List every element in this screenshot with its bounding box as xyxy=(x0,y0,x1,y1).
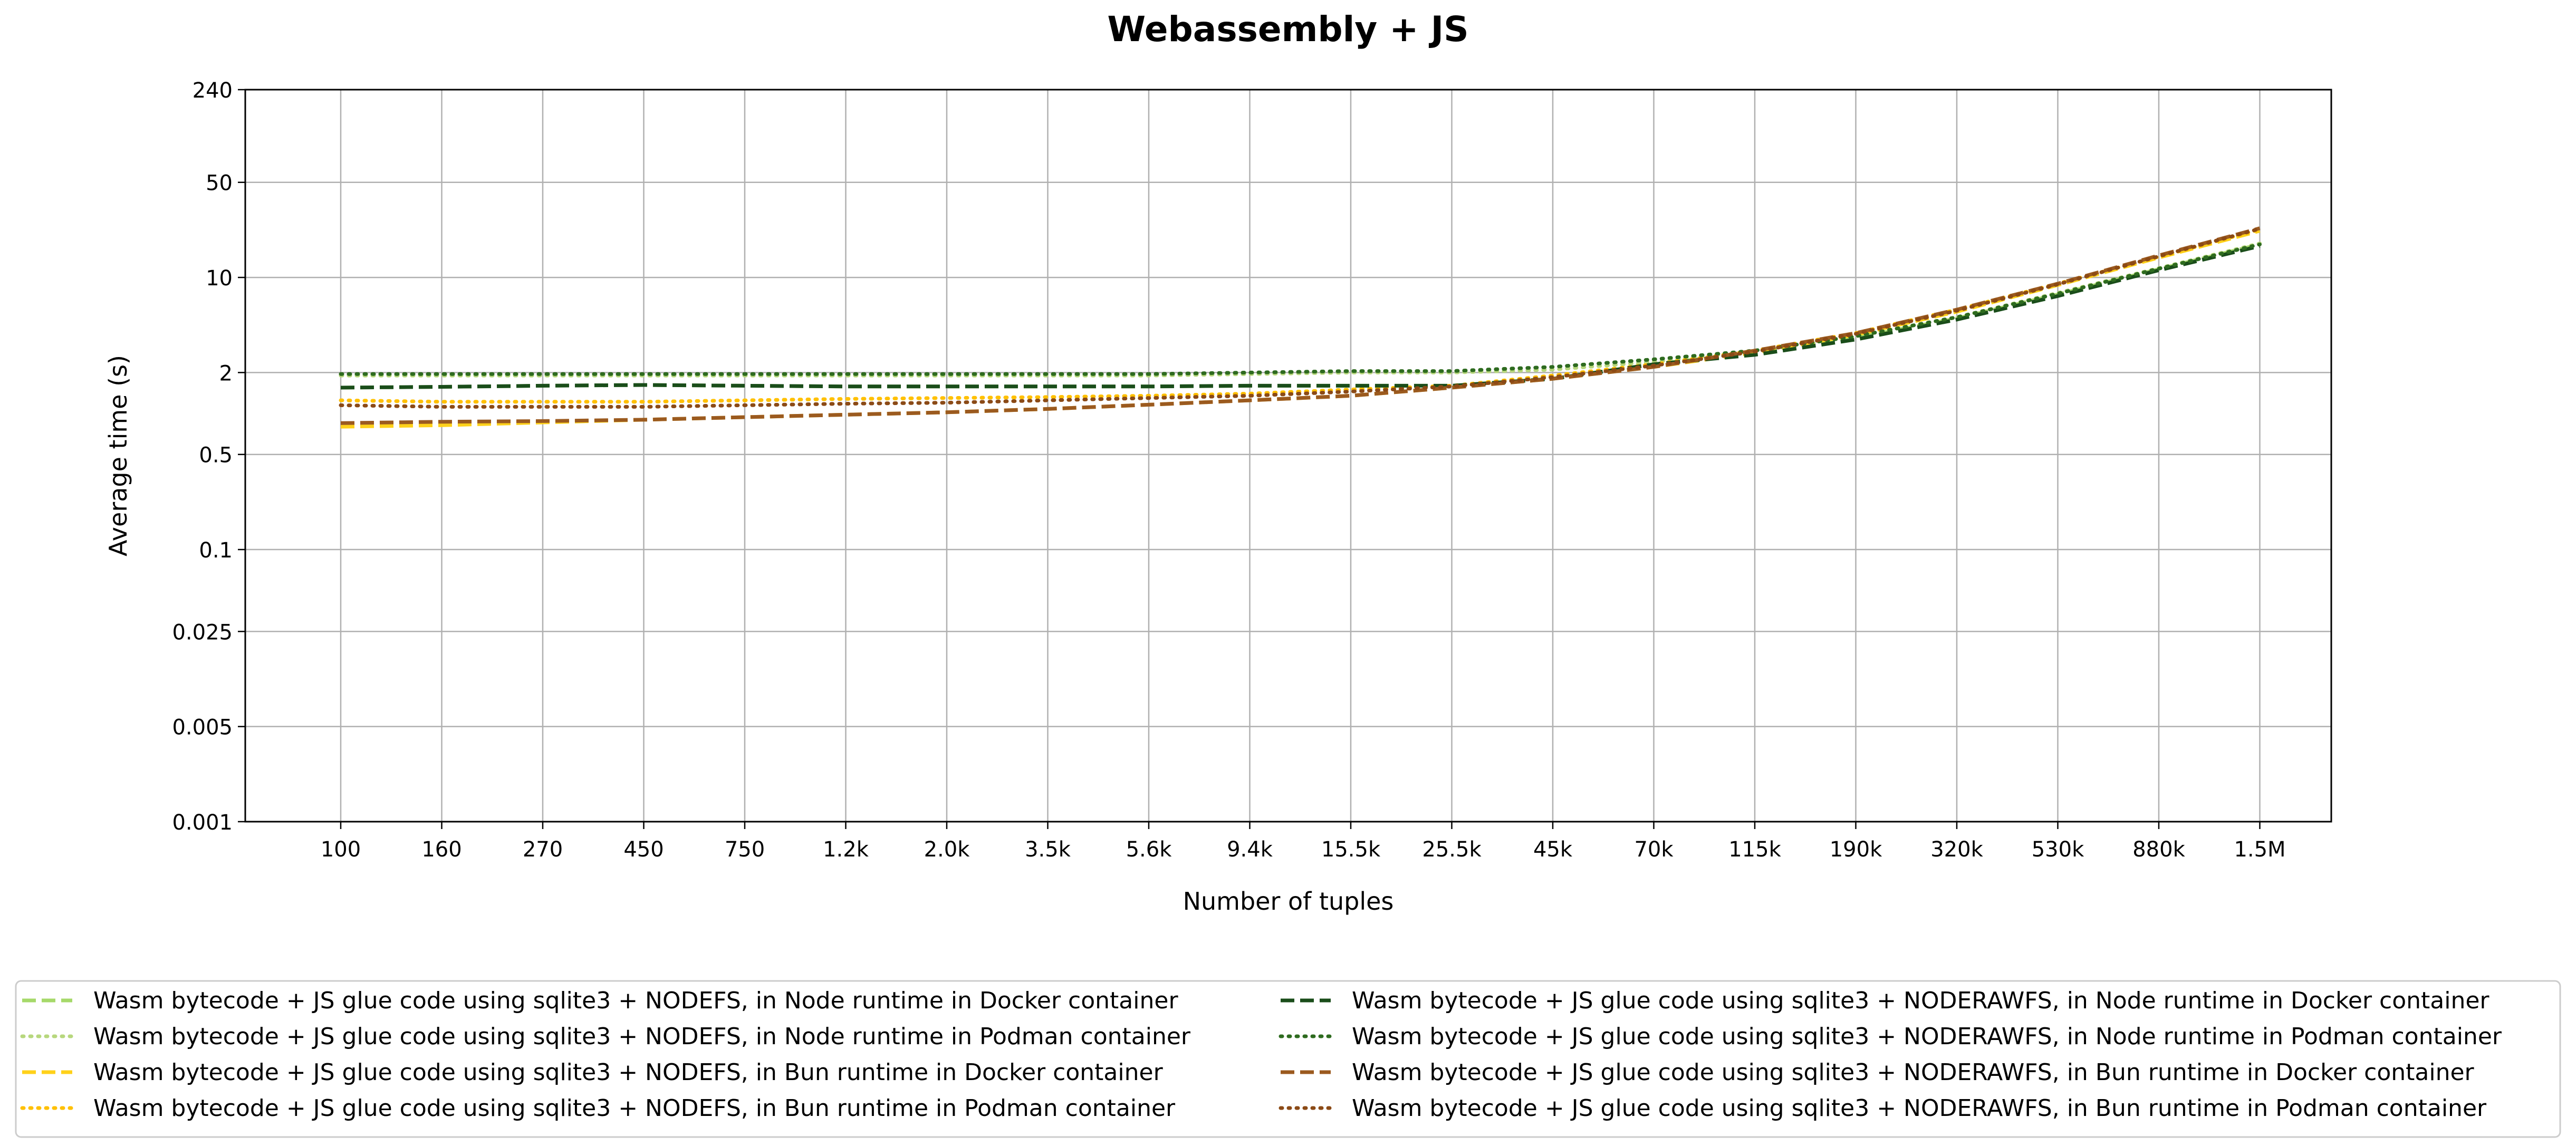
x-tick-label: 450 xyxy=(623,837,664,862)
y-tick-label: 10 xyxy=(206,266,233,291)
y-tick-label: 50 xyxy=(206,171,233,196)
legend-label: Wasm bytecode + JS glue code using sqlit… xyxy=(1352,1059,2475,1086)
y-tick-label: 0.5 xyxy=(199,444,233,468)
series-line-2 xyxy=(339,242,2262,378)
legend-label: Wasm bytecode + JS glue code using sqlit… xyxy=(93,1095,1176,1122)
x-tick-label: 880k xyxy=(2132,837,2185,862)
series-line-8 xyxy=(339,227,2262,409)
y-tick-label: 2 xyxy=(219,361,233,386)
x-axis-label: Number of tuples xyxy=(1183,887,1394,916)
legend-label: Wasm bytecode + JS glue code using sqlit… xyxy=(93,1023,1191,1050)
series-line-5 xyxy=(340,244,2261,390)
y-tick-label: 0.1 xyxy=(199,538,233,563)
grid xyxy=(245,89,2331,823)
x-tick-label: 750 xyxy=(725,837,765,862)
chart-title: Webassembly + JS xyxy=(1107,9,1468,50)
x-axis-ticks: 100 160 270 450 750 1.2k 2.0k 3.5k 5.6k 9.4k 15.5k… xyxy=(321,822,2286,862)
y-tick-label: 0.001 xyxy=(172,811,233,835)
legend-label: Wasm bytecode + JS glue code using sqlit… xyxy=(1352,1023,2502,1050)
legend-box xyxy=(15,980,2561,1138)
x-tick-label: 2.0k xyxy=(924,837,970,862)
x-tick-label: 3.5k xyxy=(1025,837,1071,862)
x-tick-label: 270 xyxy=(523,837,563,862)
y-tick-label: 0.025 xyxy=(172,620,233,644)
series-line-6 xyxy=(339,242,2262,376)
x-tick-label: 70k xyxy=(1634,837,1674,862)
x-tick-label: 1.2k xyxy=(823,837,869,862)
y-axis-ticks: 0.001 0.005 0.025 0.1 0.5 2 10 50 240 xyxy=(172,79,245,835)
series-line-1 xyxy=(340,243,2261,390)
legend-label: Wasm bytecode + JS glue code using sqlit… xyxy=(93,987,1178,1014)
legend-label: Wasm bytecode + JS glue code using sqlit… xyxy=(1352,1095,2487,1122)
legend: Wasm bytecode + JS glue code using sqlit… xyxy=(15,980,2561,1138)
x-tick-label: 190k xyxy=(1830,837,1882,862)
x-tick-label: 320k xyxy=(1930,837,1983,862)
legend-label: Wasm bytecode + JS glue code using sqlit… xyxy=(93,1059,1164,1086)
x-tick-label: 25.5k xyxy=(1422,837,1482,862)
x-tick-label: 1.5M xyxy=(2234,837,2285,862)
y-tick-label: 240 xyxy=(193,79,233,103)
x-tick-label: 45k xyxy=(1533,837,1573,862)
x-tick-label: 100 xyxy=(321,837,361,862)
x-tick-label: 15.5k xyxy=(1321,837,1381,862)
x-tick-label: 160 xyxy=(421,837,462,862)
y-axis-label: Average time (s) xyxy=(104,355,132,556)
x-tick-label: 530k xyxy=(2032,837,2084,862)
x-tick-label: 5.6k xyxy=(1126,837,1172,862)
legend-label: Wasm bytecode + JS glue code using sqlit… xyxy=(1352,987,2490,1014)
x-tick-label: 9.4k xyxy=(1227,837,1273,862)
x-tick-label: 115k xyxy=(1728,837,1781,862)
series-lines xyxy=(339,226,2262,429)
y-tick-label: 0.005 xyxy=(172,716,233,740)
plot-frame xyxy=(244,89,2332,823)
